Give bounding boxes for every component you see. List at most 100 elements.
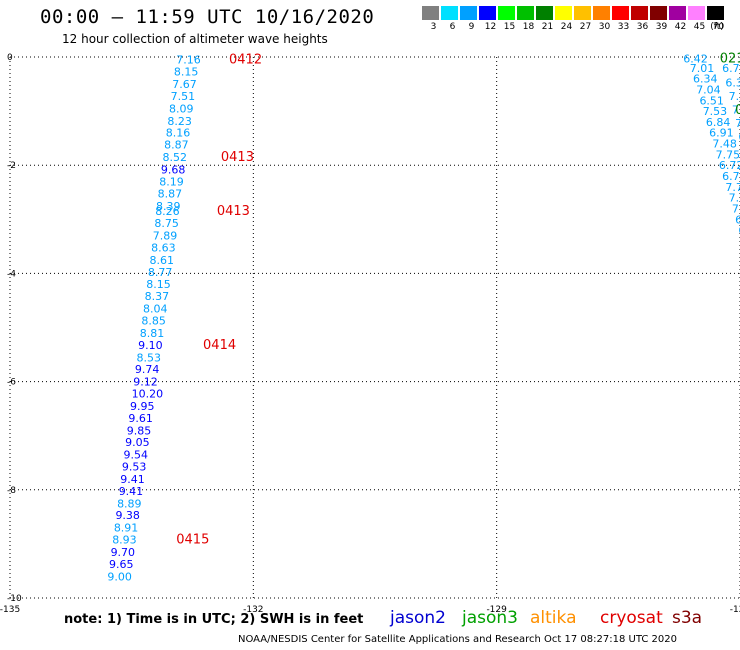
wave-height-value: 7.01 [690, 62, 715, 75]
y-tick-label: -4 [7, 269, 16, 279]
wave-height-value: 6.42 [683, 53, 708, 66]
wave-height-value: 7.04 [696, 83, 721, 96]
wave-height-value: 7.75 [725, 181, 740, 194]
pass-time-label: 0219 [720, 52, 740, 67]
chart-title: 00:00 – 11:59 UTC 10/16/2020 [40, 6, 375, 28]
scale-swatch [555, 6, 572, 20]
wave-height-value: 9.68 [161, 164, 186, 177]
x-tick-label: -135 [0, 605, 20, 615]
scale-label: 30 [598, 22, 611, 32]
wave-height-value: 7.29 [729, 192, 740, 205]
scale-swatch [517, 6, 534, 20]
wave-height-value: 8.52 [162, 151, 187, 164]
wave-height-value: 8.39 [156, 200, 181, 213]
scale-swatch [536, 6, 553, 20]
scale-swatch [593, 6, 610, 20]
scale-label: 6 [449, 22, 456, 32]
y-tick-label: -6 [7, 378, 16, 388]
wave-height-value: 6.79 [738, 131, 740, 144]
scale-swatch [707, 6, 724, 20]
scale-swatch [688, 6, 705, 20]
wave-height-value: 8.89 [117, 497, 142, 510]
satellite-cryosat: cryosat [600, 608, 663, 628]
scale-unit: (ft) [710, 22, 724, 32]
scale-label: 3 [430, 22, 437, 32]
wave-height-value: 7.53 [703, 105, 728, 118]
x-tick-label: -129 [486, 605, 507, 615]
scale-swatch [441, 6, 458, 20]
scale-label: 21 [541, 22, 554, 32]
y-tick-label: -2 [7, 161, 16, 171]
satellite-s3a: s3a [672, 608, 703, 628]
scale-label: 42 [674, 22, 687, 32]
wave-height-value: 7.22 [729, 90, 740, 103]
wave-height-value: 8.16 [166, 127, 191, 140]
scale-swatch [460, 6, 477, 20]
pass-time-label: 0413 [217, 204, 250, 219]
scale-swatch [650, 6, 667, 20]
wave-height-value: 8.53 [137, 351, 162, 364]
wave-height-value: 6.51 [699, 94, 724, 107]
wave-height-value: 8.75 [154, 217, 179, 230]
pass-time-label: 0413 [221, 150, 254, 165]
wave-height-value: 6.89 [738, 224, 740, 237]
scale-label: 39 [655, 22, 668, 32]
satellite-jason2: jason2 [390, 608, 446, 628]
scale-swatch [422, 6, 439, 20]
x-tick-label: -132 [243, 605, 263, 615]
wave-height-value: 7.06 [735, 117, 740, 130]
scale-swatch [479, 6, 496, 20]
wave-height-value: 8.37 [145, 290, 170, 303]
scale-label: 45 [693, 22, 706, 32]
footer-credit: NOAA/NESDIS Center for Satellite Applica… [238, 634, 677, 645]
pass-time-label: 0220 [735, 103, 740, 118]
scale-label: 36 [636, 22, 649, 32]
wave-height-value: 6.38 [725, 76, 740, 89]
wave-height-value: 8.81 [140, 327, 165, 340]
wave-height-value: 8.23 [167, 115, 192, 128]
satellite-altika: altika [530, 608, 577, 628]
wave-height-value: 9.95 [130, 400, 155, 413]
wave-height-value: 9.61 [128, 412, 153, 425]
scale-label: 15 [503, 22, 516, 32]
pass-time-label: 0415 [176, 533, 209, 548]
wave-height-value: 6.84 [706, 116, 731, 129]
wave-height-value: 8.19 [159, 175, 184, 188]
wave-height-value: 8.61 [150, 254, 175, 267]
scale-label: 24 [560, 22, 573, 32]
wave-height-value: 9.54 [124, 449, 149, 462]
scale-label: 12 [484, 22, 497, 32]
wave-height-value: 7.75 [716, 148, 740, 161]
wave-height-value: 8.04 [143, 303, 168, 316]
wave-height-value: 8.87 [158, 187, 183, 200]
wave-height-value: 6.34 [693, 73, 718, 86]
wave-height-value: 7.89 [153, 230, 178, 243]
wave-height-value: 6.99 [735, 213, 740, 226]
wave-height-value: 9.00 [107, 570, 132, 583]
wave-height-value: 9.85 [127, 424, 152, 437]
wave-height-value: 7.67 [172, 78, 197, 91]
wave-height-value: 9.05 [125, 436, 150, 449]
wave-height-value: 6.72 [719, 159, 740, 172]
wave-height-value: 6.78 [722, 62, 740, 75]
scale-label: 33 [617, 22, 630, 32]
wave-height-value: 6.74 [722, 170, 740, 183]
chart-subtitle: 12 hour collection of altimeter wave hei… [62, 32, 328, 46]
wave-height-value: 7.22 [732, 103, 740, 116]
wave-height-value: 9.53 [122, 461, 147, 474]
y-tick-label: 0 [7, 53, 13, 63]
wave-height-value: 9.41 [120, 473, 145, 486]
wave-height-value: 9.70 [111, 546, 136, 559]
wave-height-value: 8.93 [112, 534, 137, 547]
scale-label: 70 [712, 22, 725, 32]
wave-height-value: 8.91 [114, 522, 139, 535]
wave-height-value: 8.15 [146, 278, 171, 291]
pass-time-label: 0414 [203, 338, 236, 353]
wave-height-value: 8.87 [164, 139, 189, 152]
scale-swatch [669, 6, 686, 20]
wave-height-value: 8.15 [174, 66, 199, 79]
scale-swatch [612, 6, 629, 20]
wave-height-value: 7.46 [732, 202, 740, 215]
wave-height-value: 8.63 [151, 241, 176, 254]
